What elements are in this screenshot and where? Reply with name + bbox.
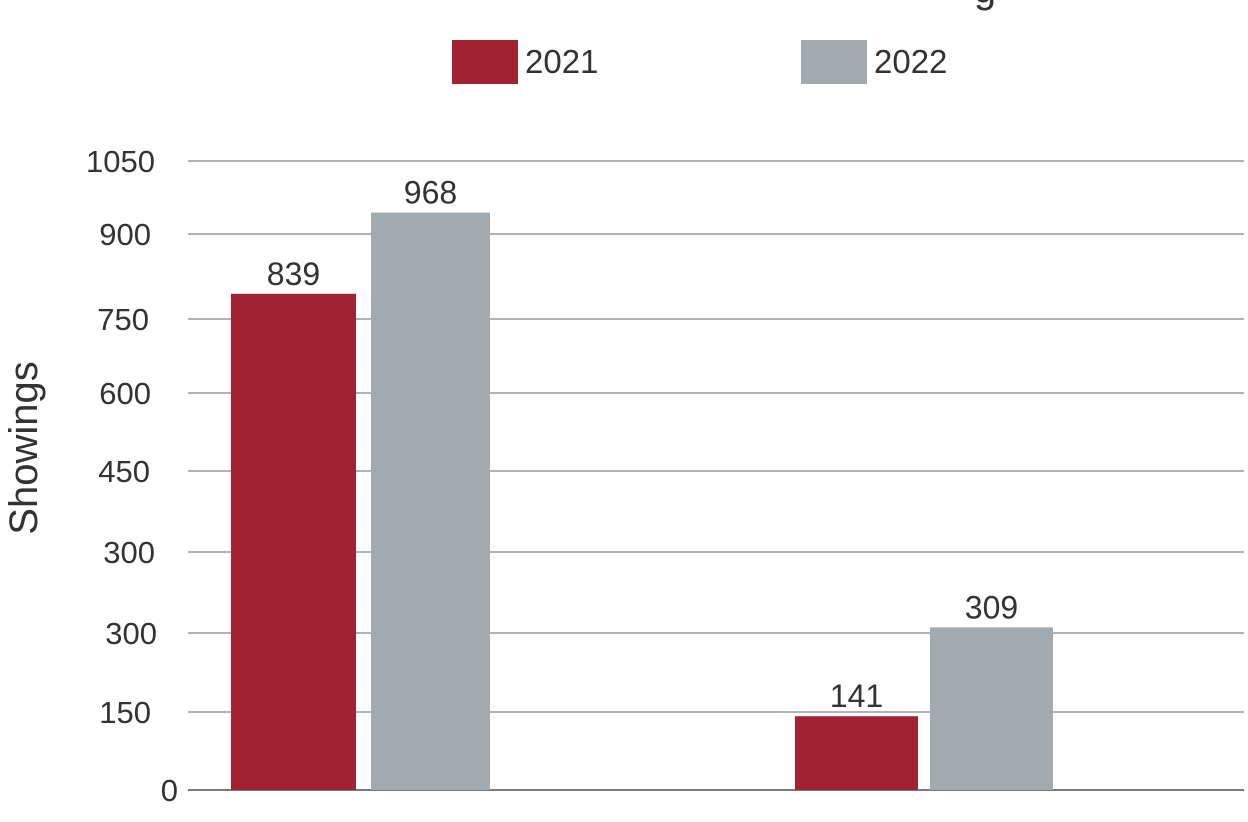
legend: 2021 2022 [452, 40, 947, 84]
y-tick-label: 0 [161, 773, 178, 808]
value-label: 141 [830, 678, 883, 714]
y-tick-label: 1050 [86, 144, 155, 179]
y-tick-label: 300 [105, 616, 157, 651]
legend-label: 2021 [525, 43, 598, 80]
legend-swatch-2021 [452, 40, 518, 84]
value-labels: 839 141 968 309 [255, 175, 1030, 714]
legend-label: 2022 [874, 43, 947, 80]
bars [231, 212, 1053, 790]
value-label: 839 [267, 256, 320, 292]
value-label-bg [392, 176, 469, 207]
legend-swatch-2022 [801, 40, 867, 84]
value-label-bg [255, 257, 332, 288]
value-label-bg [953, 591, 1030, 622]
value-label: 309 [965, 589, 1018, 625]
bar-2022 [371, 212, 490, 790]
y-tick-label: 900 [99, 217, 151, 252]
chart-title-fragment: g [974, 0, 996, 11]
bar-2021 [231, 293, 356, 790]
bar-2021 [795, 716, 918, 790]
bar-2022 [930, 627, 1053, 790]
y-axis-ticks: 0 150 300 300 450 600 750 900 1050 [86, 144, 178, 808]
y-tick-label: 300 [103, 535, 155, 570]
y-tick-label: 600 [99, 376, 151, 411]
value-label: 968 [404, 175, 457, 211]
y-tick-label: 150 [99, 695, 151, 730]
y-tick-label: 450 [98, 454, 150, 489]
value-label-bg [818, 680, 895, 711]
gridlines [188, 160, 1244, 791]
y-tick-label: 750 [97, 302, 149, 337]
y-axis-title: Showings [2, 361, 46, 534]
